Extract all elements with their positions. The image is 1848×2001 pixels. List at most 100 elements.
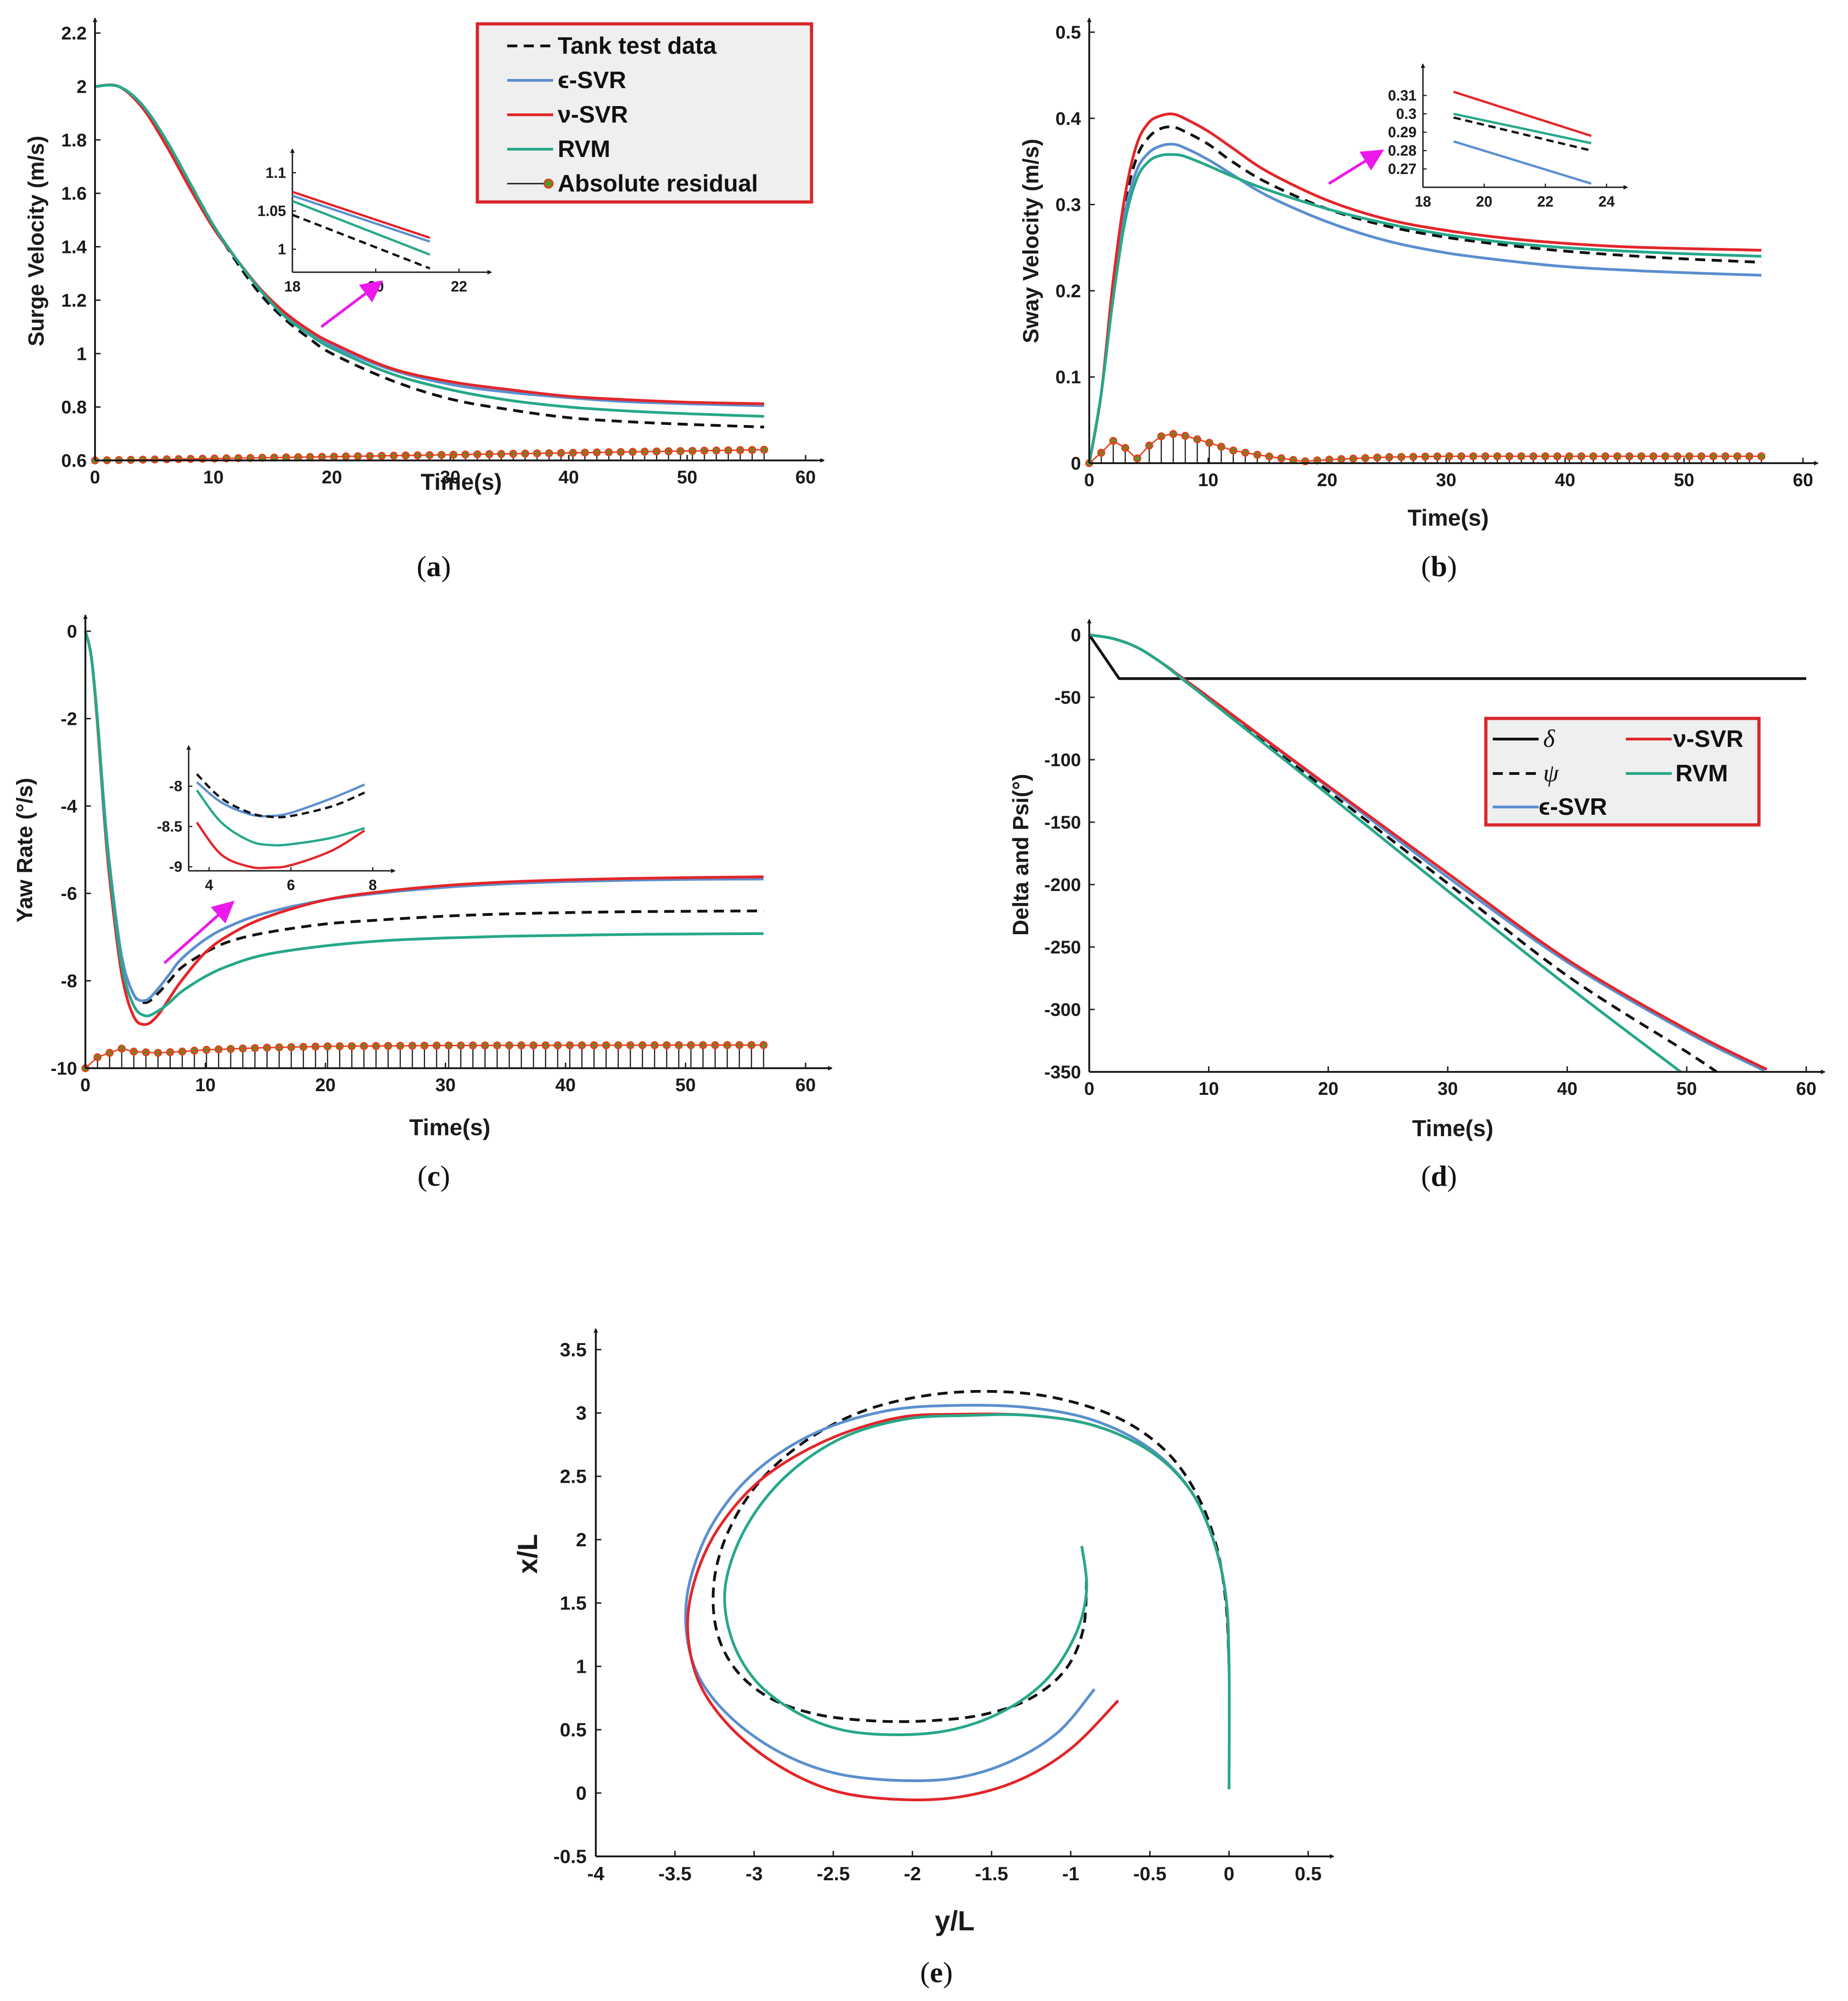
panel-e-ytick-label-4: 1.5	[560, 1592, 587, 1614]
panel-b-residual-line	[1089, 433, 1762, 464]
panel-b-xtick-label-6: 60	[1793, 470, 1814, 490]
panel-b-series-nu-svr	[1088, 112, 1762, 464]
panel-a-ytick-label-3: 1.2	[61, 291, 87, 311]
panel-b-zoom-arrow	[1328, 149, 1384, 185]
panel-d-series-psi	[1089, 633, 1718, 1073]
panel-b-grid-ticks: 0 10 20 30 40 50 60 0 0.1 0.2 0.3 0.4 0.5	[1055, 22, 1813, 490]
panel-e-xtick-label-3: -2.5	[817, 1863, 850, 1884]
panel-b-inset-xtick-label-3: 24	[1598, 193, 1615, 210]
panel-d-xtick-label-0: 0	[1084, 1079, 1094, 1099]
panel-b-caption: (b)	[1421, 550, 1457, 583]
panel-c-grid-ticks: 0 10 20 30 40 50 60 -10 -8 -6 -4 -2 0	[50, 622, 816, 1095]
panel-c-xtick-label-3: 30	[435, 1075, 456, 1095]
panel-c: 0 10 20 30 40 50 60 -10 -8 -6 -4 -2 0 Time(s) Yaw Ra…	[13, 614, 833, 1192]
panel-b-inset-ytick-label-0: 0.27	[1388, 161, 1417, 177]
panel-c-ytick-label-5: 0	[67, 622, 77, 642]
panel-e-xtick-label-2: -3	[745, 1863, 762, 1884]
panel-e-ytick-label-6: 2.5	[560, 1466, 587, 1487]
panel-d-series-nu-svr	[1089, 633, 1768, 1071]
panel-c-series-rvm	[84, 631, 764, 1018]
panel-c-inset-ytick-label-2: -8	[169, 778, 182, 795]
panel-c-xtick-label-5: 50	[675, 1075, 696, 1095]
panel-c-inset-ytick-label-1: -8.5	[157, 818, 182, 835]
panel-b-inset-series-nu-svr	[1453, 90, 1592, 137]
panel-c-xtick-label-6: 60	[795, 1075, 816, 1095]
legend-a-box	[476, 22, 813, 204]
panel-a-xtick-label-0: 0	[90, 467, 100, 488]
legend-a-label-resid: Absolute residual	[558, 170, 758, 197]
panel-c-inset-xtick-label-2: 8	[369, 877, 377, 893]
panel-b-ylabel: Sway Velocity (m/s)	[1019, 139, 1043, 343]
panel-c-series	[84, 631, 764, 1026]
panel-c-caption: (c)	[417, 1160, 450, 1192]
panel-b-xtick-label-3: 30	[1436, 470, 1456, 490]
panel-c-xtick-label-2: 20	[315, 1075, 336, 1095]
panel-d-xtick-label-2: 20	[1318, 1079, 1338, 1099]
panel-d-xtick-label-6: 60	[1796, 1079, 1817, 1099]
panel-d-series-eps-svr	[1089, 633, 1765, 1072]
panel-b-series	[1088, 112, 1762, 464]
panel-b-inset-series-tank-test-data	[1453, 116, 1592, 152]
panel-e-ytick-label-1: 0	[576, 1782, 587, 1804]
panel-e-series	[684, 1390, 1231, 1801]
panel-d-ytick-label-6: -50	[1054, 688, 1081, 708]
panel-e-xtick-label-9: 0.5	[1295, 1863, 1322, 1884]
panel-e-grid-ticks: -4 -3.5 -3 -2.5 -2 -1.5 -1 -0.5 0 0.5 -0.5 0 0.5 1 1.5…	[554, 1339, 1322, 1884]
panel-a-legend: Tank test data ϵ-SVR ν-SVR RVM Absolute …	[476, 22, 813, 204]
panel-d-xtick-label-3: 30	[1438, 1079, 1458, 1099]
panel-b-ytick-label-4: 0.4	[1055, 109, 1081, 129]
panel-e-xlabel: y/L	[935, 1906, 975, 1936]
panel-c-inset-series-tank-test-data	[196, 773, 365, 818]
panel-c-zoom-arrow	[163, 901, 235, 964]
panel-a-inset-xtick-label-0: 18	[284, 278, 301, 295]
panel-e-ytick-label-7: 3	[576, 1402, 587, 1424]
panel-c-residual-marker	[118, 1044, 126, 1053]
panel-c-axes	[83, 614, 833, 1071]
panel-c-inset-series-eps-svr	[196, 781, 365, 818]
legend-d-label-nu: ν-SVR	[1673, 726, 1743, 752]
panel-d-xlabel: Time(s)	[1412, 1115, 1494, 1141]
panel-b-ytick-label-0: 0	[1071, 454, 1081, 474]
panel-b-series-eps-svr	[1088, 142, 1762, 464]
panel-a-ylabel: Surge Velocity (m/s)	[24, 136, 49, 347]
panel-e-ytick-label-2: 0.5	[560, 1719, 587, 1741]
panel-a-ytick-label-1: 0.8	[61, 398, 87, 418]
panel-a-inset-series-eps-svr	[292, 194, 431, 243]
panel-b-xtick-label-1: 10	[1198, 470, 1219, 490]
panel-e-axes	[594, 1328, 1334, 1859]
panel-c-xtick-label-1: 10	[195, 1075, 216, 1095]
panel-a-residual-line	[95, 449, 764, 461]
panel-a-residual	[91, 445, 768, 465]
panel-e-series-tank-test-data	[711, 1390, 1231, 1723]
panel-e-series-nu-svr	[686, 1412, 1231, 1801]
legend-a-label-tank: Tank test data	[558, 33, 717, 59]
panel-a-inset-series-nu-svr	[292, 191, 431, 239]
panel-b-inset-ytick-label-3: 0.3	[1396, 106, 1417, 122]
panel-a-series	[95, 83, 764, 429]
panel-a-ytick-label-7: 2	[77, 77, 87, 97]
panel-a-inset-ytick-label-2: 1.1	[266, 164, 286, 181]
panel-a-ytick-label-4: 1.4	[61, 237, 87, 258]
panel-d-ytick-label-1: -300	[1044, 1000, 1081, 1020]
panel-d-grid-ticks: 0 10 20 30 40 50 60 -350 -300 -250 -200 -150 -100 -50…	[1044, 625, 1816, 1099]
panel-a-zoom-arrow	[320, 280, 383, 328]
panel-b-inset-series-rvm	[1453, 112, 1592, 145]
panel-d-ylabel: Delta and Psi(°)	[1009, 774, 1033, 936]
legend-a-swatch-resid-marker	[543, 179, 554, 189]
panel-c-inset-ytick-label-0: -9	[169, 858, 182, 875]
panel-e-series-eps-svr	[684, 1404, 1231, 1782]
panel-b-ytick-label-1: 0.1	[1055, 367, 1081, 387]
panel-b-inset-xtick-label-2: 22	[1537, 193, 1554, 210]
panel-a-series-rvm	[95, 84, 764, 418]
panel-b-inset-xtick-label-0: 18	[1415, 193, 1431, 210]
panel-e-xtick-label-5: -1.5	[975, 1863, 1008, 1884]
panel-a: 0 10 20 30 40 50 60 0.6 0.8 1 1.2 1.4 1.6 1.8 2 2.2 Tim…	[24, 17, 825, 583]
panel-c-inset-series-nu-svr	[196, 822, 365, 869]
panel-a-inset: 18202211.051.1	[258, 148, 492, 295]
panel-a-xtick-label-6: 60	[795, 467, 816, 488]
panel-c-xlabel: Time(s)	[409, 1115, 491, 1140]
panel-b-ytick-label-5: 0.5	[1055, 22, 1081, 43]
panel-b-xtick-label-5: 50	[1674, 470, 1695, 490]
panel-c-series-eps-svr	[84, 631, 764, 1003]
